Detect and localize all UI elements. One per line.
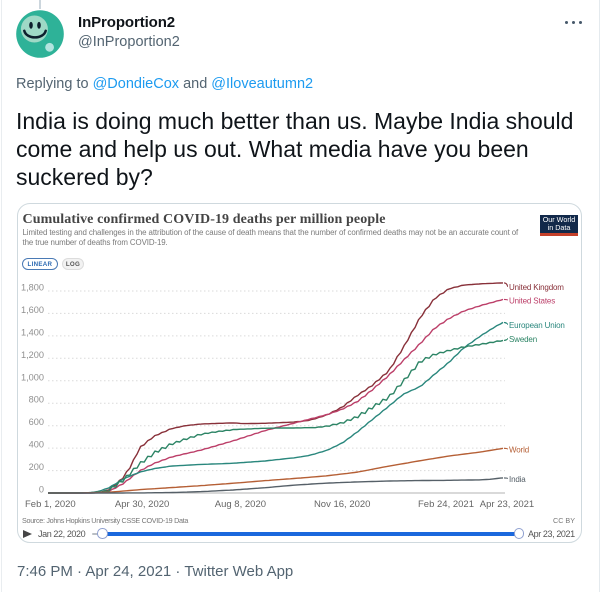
svg-text:200: 200 — [29, 462, 44, 472]
svg-text:1,800: 1,800 — [21, 283, 44, 293]
svg-text:India: India — [509, 475, 526, 484]
svg-text:World: World — [509, 445, 529, 454]
svg-text:800: 800 — [29, 395, 44, 405]
svg-text:United States: United States — [509, 296, 555, 305]
svg-text:600: 600 — [29, 417, 44, 427]
svg-text:Apr 30, 2020: Apr 30, 2020 — [115, 499, 169, 510]
svg-text:1,600: 1,600 — [21, 305, 44, 315]
svg-text:Sweden: Sweden — [509, 335, 537, 344]
svg-text:Aug 8, 2020: Aug 8, 2020 — [215, 499, 266, 510]
svg-text:400: 400 — [29, 440, 44, 450]
svg-text:1,200: 1,200 — [21, 350, 44, 360]
svg-text:Feb 1, 2020: Feb 1, 2020 — [25, 499, 76, 510]
svg-text:European Union: European Union — [509, 321, 565, 330]
svg-text:United Kingdom: United Kingdom — [509, 283, 564, 292]
svg-text:1,000: 1,000 — [21, 372, 44, 382]
svg-text:Feb 24, 2021: Feb 24, 2021 — [418, 499, 474, 510]
svg-text:0: 0 — [39, 485, 44, 495]
svg-text:1,400: 1,400 — [21, 327, 44, 337]
svg-text:Nov 16, 2020: Nov 16, 2020 — [314, 499, 371, 510]
svg-text:Apr 23, 2021: Apr 23, 2021 — [480, 499, 534, 510]
